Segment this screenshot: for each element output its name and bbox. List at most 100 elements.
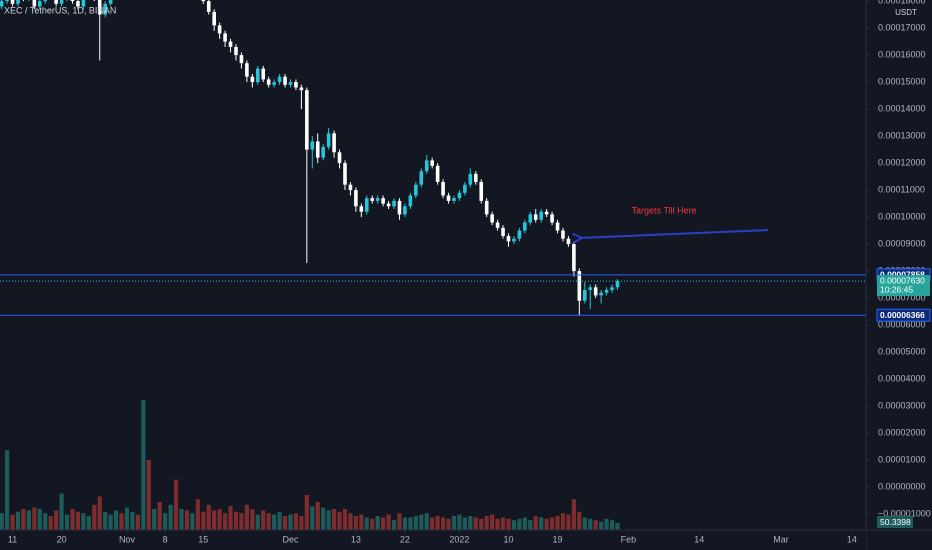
volume-bar (228, 506, 233, 530)
volume-bar (277, 511, 282, 530)
volume-bar (239, 513, 244, 530)
x-tick-label: 14 (694, 534, 704, 544)
volume-bar (353, 516, 358, 530)
volume-bar (113, 510, 119, 530)
candle-body (217, 25, 222, 34)
volume-bar (0, 513, 4, 530)
volume-bar (539, 517, 544, 530)
volume-bar (588, 518, 593, 530)
volume-bar (244, 504, 249, 530)
volume-bar (48, 516, 53, 530)
price-layer (0, 0, 620, 316)
candle-body (343, 163, 347, 185)
candle-body (239, 55, 244, 64)
volume-bar (261, 510, 266, 530)
countdown: 10:26:45 (880, 284, 913, 294)
candle-body (561, 230, 565, 239)
volume-bar (152, 509, 157, 530)
x-tick-label: 22 (400, 534, 410, 544)
y-tick-label: 0.00001000 (878, 454, 926, 464)
volume-bar (163, 513, 168, 530)
volume-bar (26, 510, 31, 530)
volume-bar (544, 518, 549, 530)
volume-bar (255, 514, 260, 530)
volume-bar (522, 517, 527, 530)
volume-bar (250, 509, 255, 530)
volume-bar (86, 516, 91, 530)
candle-body (490, 214, 494, 223)
volume-bar (342, 509, 348, 530)
last-price-badge (877, 275, 930, 297)
volume-bar (528, 520, 533, 530)
candle-body (354, 190, 358, 207)
candle-body (337, 152, 342, 164)
volume-bar (468, 516, 473, 530)
candle-body (604, 289, 609, 293)
candle-body (452, 198, 456, 201)
x-tick-label: 8 (163, 534, 168, 544)
volume-bar (119, 513, 124, 530)
volume-bar (451, 516, 457, 530)
volume-bar (75, 511, 81, 530)
volume-bar (64, 514, 70, 530)
candle-body (550, 214, 554, 223)
candle-body (54, 0, 58, 4)
volume-bar (408, 517, 413, 530)
volume-bar (282, 516, 288, 530)
volume-bar (108, 514, 113, 530)
candle-body (43, 0, 48, 2)
annotation-layer: Targets Till Here (580, 205, 769, 238)
candle-body (326, 133, 331, 147)
candle-body (610, 287, 614, 290)
arrow (580, 229, 769, 238)
candle-body (348, 184, 353, 191)
candle-body (528, 214, 533, 223)
candle-body (228, 41, 233, 47)
volume-bar (560, 513, 566, 530)
candle-body (408, 195, 413, 207)
candle-body (544, 211, 549, 215)
candle-body (501, 227, 505, 236)
candle-body (517, 230, 522, 239)
volume-bar (201, 511, 206, 530)
candle-body (523, 222, 527, 231)
volume-bar (533, 516, 538, 530)
candle-body (212, 11, 216, 26)
y-tick-label: 0.00003000 (878, 400, 926, 410)
candle-body (201, 0, 206, 2)
volume-bar (446, 518, 451, 530)
price-badge (876, 308, 931, 322)
volume-bar (424, 513, 429, 530)
candle-body (81, 0, 86, 7)
candle-body (430, 160, 434, 166)
x-tick-label: Dec (282, 534, 299, 544)
candle-body (441, 181, 445, 196)
volume-badge-label: 50.3398 (880, 517, 911, 527)
y-tick-label: 0.00006000 (878, 319, 926, 329)
volume-bar (135, 514, 140, 530)
x-tick-label: Mar (773, 534, 789, 544)
candle-body (5, 0, 9, 2)
candle-body (375, 198, 380, 201)
volume-bar (310, 506, 315, 530)
volume-bar (266, 513, 271, 530)
candle-body (495, 222, 500, 228)
candle-body (506, 235, 511, 242)
candle-body (59, 0, 64, 4)
chart-title: XEC / TetherUS, 1D, BINAN (4, 5, 116, 15)
candle-body (294, 82, 298, 88)
candle-body (277, 76, 282, 83)
candle-body (370, 198, 375, 201)
volume-bar (70, 509, 75, 530)
x-tick-label: 20 (57, 534, 67, 544)
volume-bar (299, 516, 304, 530)
candle-body (37, 1, 42, 7)
volume-bar (599, 521, 604, 530)
candle-body (457, 192, 462, 199)
volume-bar (337, 511, 342, 530)
y-tick-label: 0.00018000 (878, 0, 926, 5)
candle-body (572, 244, 576, 272)
volume-bar (566, 514, 571, 530)
candle-body (539, 211, 543, 220)
